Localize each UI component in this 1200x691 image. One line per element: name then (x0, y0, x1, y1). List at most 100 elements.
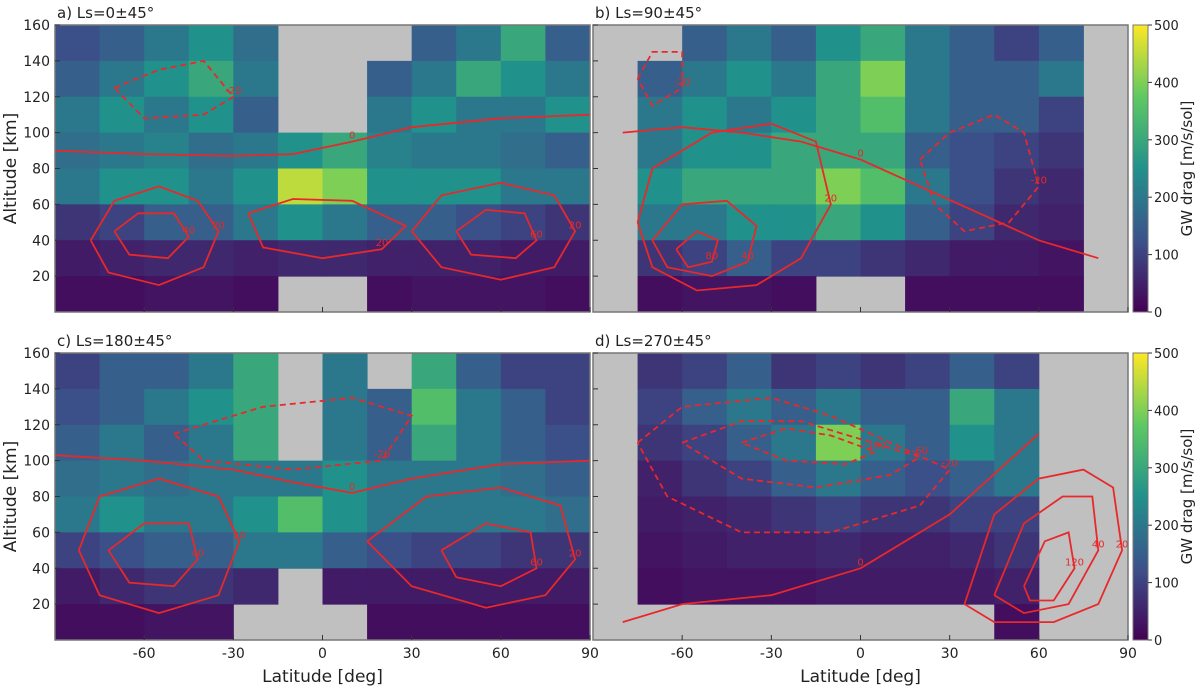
y-tick-label: 20 (32, 597, 50, 613)
y-tick-label: 80 (32, 162, 50, 178)
heatmap-cell (456, 532, 502, 569)
heatmap-cell (99, 204, 145, 241)
heatmap-cell (99, 496, 145, 533)
heatmap-cell (682, 240, 728, 277)
heatmap-cell (815, 132, 861, 169)
y-axis-label: Altitude [km] (1, 441, 21, 553)
heatmap-cell (905, 388, 951, 426)
contour-line (636, 396, 952, 534)
heatmap-cell (545, 276, 590, 312)
heatmap-cell (55, 25, 101, 62)
heatmap-cell (322, 204, 368, 241)
x-tick-label: 0 (856, 646, 865, 662)
heatmap-cell (322, 240, 368, 277)
heatmap-cell (500, 496, 546, 533)
contour-line (622, 433, 1040, 623)
heatmap-cell (949, 568, 995, 605)
y-tick-label: 60 (32, 525, 50, 541)
heatmap-cell (322, 424, 368, 462)
heatmap-cell (771, 496, 817, 533)
x-tick-label: -30 (222, 646, 245, 662)
heatmap-cell (188, 25, 234, 62)
heatmap-cell (682, 424, 728, 462)
heatmap-cell (322, 532, 368, 569)
heatmap-cell (99, 168, 145, 205)
contour-label: 0 (349, 131, 355, 142)
colorbar-tick-label: 0 (1154, 634, 1162, 649)
heatmap-cell (682, 460, 728, 497)
heatmap-cell (1038, 240, 1084, 277)
heatmap-cell (860, 96, 906, 134)
heatmap-cell (144, 496, 190, 533)
heatmap-cell (144, 532, 190, 569)
heatmap-cell (411, 388, 457, 426)
heatmap-cell (367, 604, 413, 640)
heatmap-cell (726, 60, 772, 98)
heatmap-cell (233, 388, 279, 426)
heatmap-cell (860, 496, 906, 533)
heatmap-cell (411, 353, 457, 390)
colorbar-label: GW drag [m/s/sol] (1178, 429, 1196, 565)
colorbar-tick-label: 200 (1154, 519, 1179, 534)
heatmap-cell (815, 496, 861, 533)
heatmap-cell (994, 388, 1040, 426)
heatmap-cell (233, 424, 279, 462)
heatmap-cell (277, 204, 323, 241)
heatmap-cell (322, 568, 368, 605)
contour-label: 20 (569, 220, 582, 231)
heatmap-cell (682, 60, 728, 98)
heatmap-cell (771, 168, 817, 205)
heatmap-cell (815, 60, 861, 98)
heatmap-cell (322, 168, 368, 205)
heatmap-cell (545, 604, 590, 640)
heatmap-cell (815, 568, 861, 605)
heatmap-cell (411, 168, 457, 205)
heatmap-cell (188, 388, 234, 426)
contour-label: -20 (941, 459, 957, 470)
heatmap-cell (1038, 132, 1084, 169)
heatmap-cell (905, 60, 951, 98)
colorbar (1132, 24, 1149, 313)
heatmap-cell (949, 532, 995, 569)
heatmap-cell (905, 168, 951, 205)
heatmap-cell (545, 388, 590, 426)
heatmap-cell (144, 388, 190, 426)
heatmap-cell (500, 424, 546, 462)
colorbar-tick-label: 300 (1154, 134, 1179, 149)
heatmap-cell (367, 240, 413, 277)
heatmap-cell (233, 353, 279, 390)
y-tick-label: 100 (23, 454, 50, 470)
colorbar-tick-label: 100 (1154, 577, 1179, 592)
heatmap-cell (456, 424, 502, 462)
heatmap-cell (726, 353, 772, 390)
heatmap-cell (233, 568, 279, 605)
heatmap-cell (456, 604, 502, 640)
heatmap-cell (994, 353, 1040, 390)
heatmap-cell (545, 132, 590, 169)
contour-label: 20 (1116, 539, 1129, 550)
heatmap-cell (860, 25, 906, 62)
heatmap-cell (949, 96, 995, 134)
heatmap-cell (1038, 60, 1084, 98)
contour-line (622, 126, 1099, 260)
heatmap-cell (233, 168, 279, 205)
heatmap-cell (500, 132, 546, 169)
heatmap-cell (905, 568, 951, 605)
contour-label: 20 (233, 530, 246, 541)
heatmap-cell (637, 204, 683, 241)
contour-label: 20 (569, 548, 582, 559)
heatmap-cell (55, 60, 101, 98)
heatmap-cell (637, 388, 683, 426)
heatmap-cell (771, 96, 817, 134)
heatmap-cell (726, 168, 772, 205)
heatmap-cell (771, 204, 817, 241)
heatmap-cell (815, 204, 861, 241)
x-tick-label: 30 (403, 646, 421, 662)
contour-label: 80 (706, 251, 719, 262)
contour-label: 20 (212, 220, 225, 231)
heatmap-cell (637, 424, 683, 462)
heatmap-cell (233, 96, 279, 134)
heatmap-cell (949, 496, 995, 533)
heatmap-cell (456, 60, 502, 98)
